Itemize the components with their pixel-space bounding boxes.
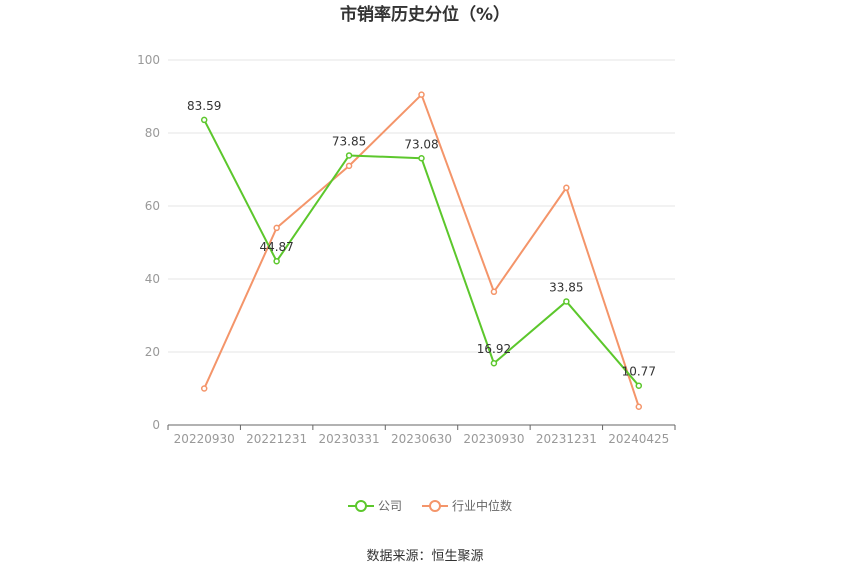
y-tick-label: 40 — [145, 272, 160, 286]
data-point — [273, 257, 280, 265]
legend-label: 行业中位数 — [452, 498, 512, 513]
legend: 公司 行业中位数 — [348, 498, 512, 513]
legend-marker — [429, 500, 441, 512]
data-point — [200, 385, 208, 392]
data-point — [635, 382, 643, 389]
data-point — [418, 155, 425, 162]
data-label: 33.85 — [549, 280, 583, 294]
y-tick-label: 60 — [145, 199, 160, 213]
x-tick-label: 20230630 — [391, 432, 452, 446]
x-tick-label: 20230930 — [463, 432, 524, 446]
x-tick-label: 20230331 — [319, 432, 380, 446]
x-tick-label: 20240425 — [608, 432, 669, 446]
legend-marker — [355, 500, 367, 512]
data-point — [200, 116, 208, 124]
data-point — [273, 224, 280, 232]
data-label: 16.92 — [477, 342, 511, 356]
data-label: 10.77 — [622, 365, 656, 379]
data-label: 73.08 — [404, 137, 438, 151]
data-label: 73.85 — [332, 134, 366, 148]
data-point — [345, 152, 353, 159]
data-point — [635, 403, 643, 410]
y-tick-label: 80 — [145, 126, 160, 140]
data-label: 44.87 — [259, 240, 293, 254]
x-tick-label: 20221231 — [246, 432, 307, 446]
x-tick-label: 20231231 — [536, 432, 597, 446]
data-point — [490, 359, 498, 367]
data-point — [490, 288, 498, 296]
series-layer: 83.59 44.87 73.85 73.08 16.92 33.85 10.77 — [187, 91, 656, 410]
y-tick-label: 20 — [145, 345, 160, 359]
x-tick-label: 20220930 — [174, 432, 235, 446]
data-label: 83.59 — [187, 99, 221, 113]
chart-title: 市销率历史分位（%） — [340, 4, 510, 25]
grid — [168, 59, 675, 353]
y-tick-label: 0 — [152, 418, 160, 432]
y-tick-label: 100 — [137, 53, 160, 67]
data-point — [563, 184, 570, 191]
data-point — [418, 91, 425, 98]
data-point — [345, 162, 353, 170]
axes: 0 20 40 60 80 100 20220930 20221231 20230331 2023… — [137, 53, 676, 446]
data-point — [563, 298, 570, 305]
legend-label: 公司 — [378, 499, 402, 513]
source-text: 数据来源：恒生聚源 — [366, 549, 483, 564]
